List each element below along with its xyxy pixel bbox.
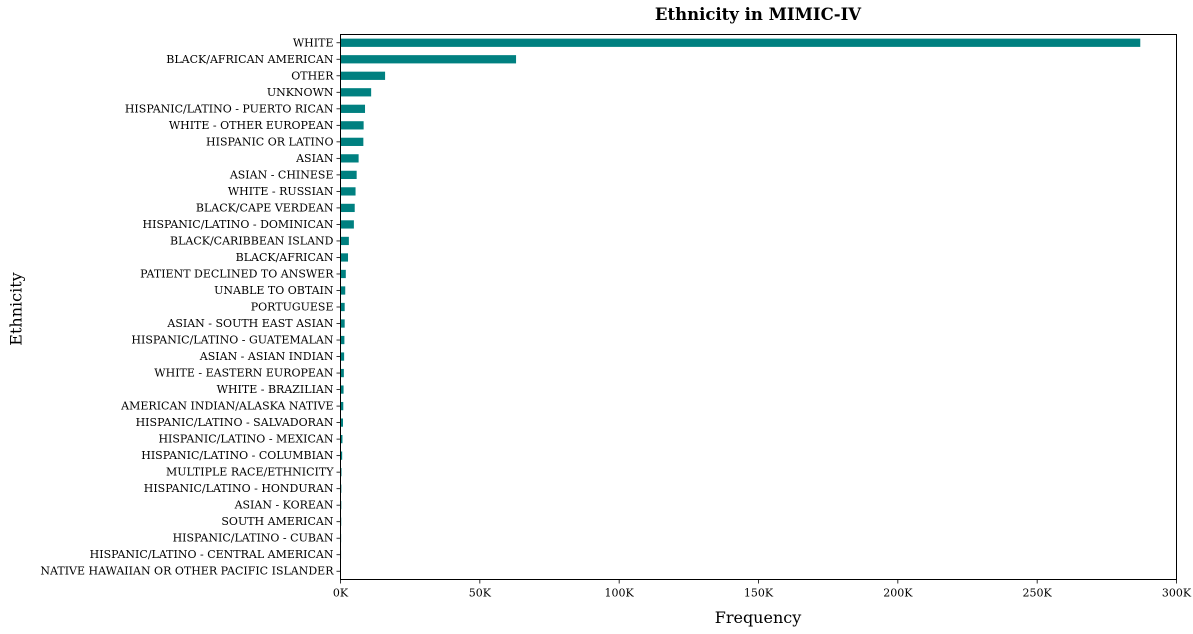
y-tick-label: HISPANIC/LATINO - PUERTO RICAN — [125, 102, 334, 115]
y-tick-label: HISPANIC/LATINO - SALVADORAN — [136, 416, 334, 429]
y-tick-label: PATIENT DECLINED TO ANSWER — [140, 267, 334, 280]
y-tick-label: WHITE - RUSSIAN — [228, 185, 334, 198]
bar — [340, 269, 346, 279]
bar — [340, 302, 345, 312]
y-tick-label: SOUTH AMERICAN — [221, 515, 333, 528]
chart-title: Ethnicity in MIMIC-IV — [654, 5, 862, 24]
y-tick-label: BLACK/CAPE VERDEAN — [196, 201, 334, 214]
bar — [340, 286, 346, 295]
x-tick-label: 50K — [469, 587, 492, 600]
x-tick-label: 200K — [883, 587, 913, 600]
bar — [340, 434, 343, 444]
bar — [340, 88, 372, 97]
bar — [340, 220, 354, 229]
bar — [340, 137, 364, 146]
bar — [340, 319, 345, 328]
y-tick-label: HISPANIC/LATINO - CENTRAL AMERICAN — [90, 548, 334, 561]
y-ticks: WHITE BLACK/AFRICAN AMERICAN OTHER UNKNOWN H… — [40, 36, 341, 578]
y-tick-label: HISPANIC OR LATINO — [206, 135, 333, 148]
y-tick-label: AMERICAN INDIAN/ALASKA NATIVE — [120, 400, 333, 413]
bar — [340, 71, 386, 80]
bar — [340, 385, 344, 394]
y-tick-label: OTHER — [291, 69, 334, 82]
bars-group — [340, 38, 1141, 576]
y-tick-label: NATIVE HAWAIIAN OR OTHER PACIFIC ISLANDE… — [40, 565, 334, 578]
x-ticks: 0K 50K 100K 150K 200K 250K 300K — [333, 579, 1192, 600]
x-tick-label: 250K — [1023, 587, 1053, 600]
y-tick-label: HISPANIC/LATINO - COLUMBIAN — [141, 449, 334, 462]
x-axis-label: Frequency — [714, 608, 802, 627]
x-tick-label: 150K — [744, 587, 774, 600]
y-tick-label: UNKNOWN — [267, 86, 334, 99]
bar — [340, 368, 344, 378]
bar — [340, 418, 344, 427]
bar — [340, 352, 345, 361]
y-tick-label: HISPANIC/LATINO - MEXICAN — [158, 433, 333, 446]
y-tick-label: ASIAN - KOREAN — [234, 499, 334, 512]
y-tick-label: WHITE — [293, 36, 334, 49]
y-tick-label: PORTUGUESE — [251, 301, 334, 314]
y-tick-label: ASIAN - CHINESE — [229, 168, 334, 181]
bar — [340, 203, 355, 213]
y-tick-label: BLACK/CARIBBEAN ISLAND — [170, 234, 334, 247]
y-tick-label: MULTIPLE RACE/ETHNICITY — [166, 466, 334, 479]
y-tick-label: WHITE - OTHER EUROPEAN — [169, 119, 334, 132]
bar — [340, 187, 356, 196]
y-tick-label: WHITE - EASTERN EUROPEAN — [154, 367, 334, 380]
y-tick-label: BLACK/AFRICAN AMERICAN — [166, 53, 334, 66]
bar — [340, 401, 344, 411]
bar — [340, 170, 357, 180]
bar — [340, 38, 1141, 47]
y-tick-label: ASIAN - ASIAN INDIAN — [199, 350, 334, 363]
bar — [340, 121, 364, 130]
y-tick-label: HISPANIC/LATINO - GUATEMALAN — [131, 334, 333, 347]
bar — [340, 253, 349, 262]
bar — [340, 335, 345, 345]
y-tick-label: HISPANIC/LATINO - DOMINICAN — [143, 218, 334, 231]
bar — [340, 451, 343, 460]
bar — [340, 104, 366, 113]
y-tick-label: ASIAN - SOUTH EAST ASIAN — [166, 317, 333, 330]
y-tick-label: BLACK/AFRICAN — [236, 251, 334, 264]
y-tick-label: UNABLE TO OBTAIN — [214, 284, 334, 297]
x-tick-label: 0K — [333, 587, 349, 600]
bar — [340, 154, 359, 163]
plot-frame — [340, 34, 1177, 580]
y-tick-label: WHITE - BRAZILIAN — [217, 383, 334, 396]
x-tick-label: 300K — [1162, 587, 1192, 600]
x-tick-label: 100K — [605, 587, 635, 600]
y-tick-label: HISPANIC/LATINO - CUBAN — [173, 532, 334, 545]
bar — [340, 236, 349, 246]
y-tick-label: HISPANIC/LATINO - HONDURAN — [144, 482, 334, 495]
y-tick-label: ASIAN — [295, 152, 334, 165]
bar — [340, 55, 517, 64]
